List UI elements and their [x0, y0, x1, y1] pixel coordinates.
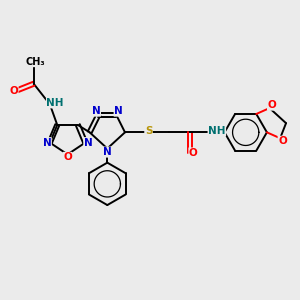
Text: O: O: [189, 148, 198, 158]
Text: N: N: [114, 106, 123, 116]
Text: O: O: [278, 136, 287, 146]
Text: NH: NH: [46, 98, 64, 108]
Text: N: N: [84, 138, 92, 148]
Text: O: O: [268, 100, 276, 110]
Text: CH₃: CH₃: [26, 57, 45, 67]
Text: N: N: [92, 106, 100, 116]
Text: O: O: [9, 85, 18, 95]
Text: O: O: [63, 152, 72, 162]
Text: S: S: [145, 126, 152, 136]
Text: N: N: [103, 147, 112, 157]
Text: NH: NH: [208, 126, 226, 136]
Text: N: N: [43, 138, 51, 148]
